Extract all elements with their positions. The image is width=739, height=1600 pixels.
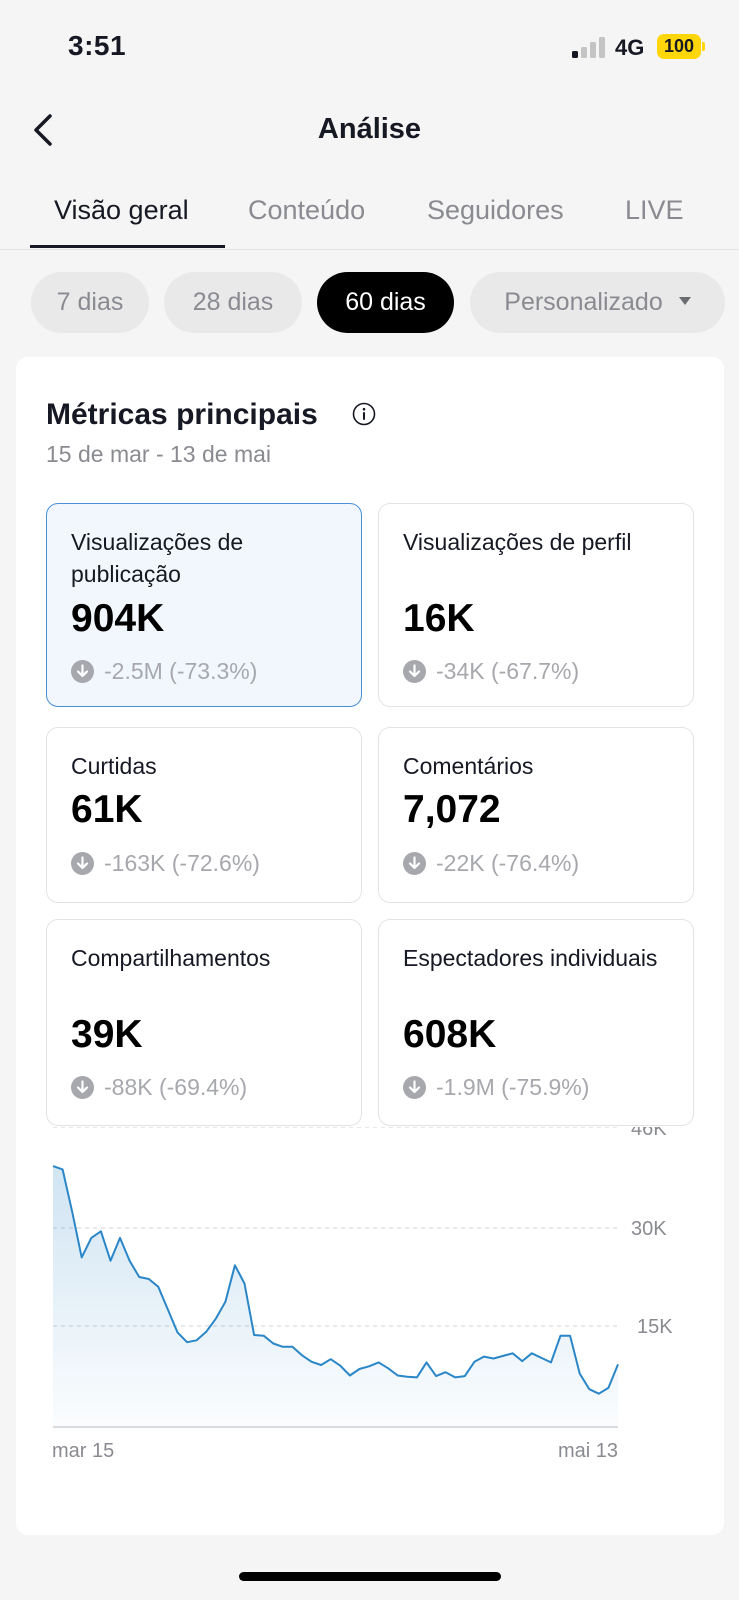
metric-label: Compartilhamentos xyxy=(71,945,271,971)
metric-change: -22K (-76.4%) xyxy=(403,850,579,877)
x-tick-label-end: mai 13 xyxy=(558,1440,618,1462)
back-icon[interactable] xyxy=(30,112,60,148)
tab-conteudo[interactable]: Conteúdo xyxy=(248,195,366,225)
metric-change: -34K (-67.7%) xyxy=(403,658,579,685)
metric-value: 608K xyxy=(403,1013,497,1056)
metric-card-unique-viewers[interactable]: Espectadores individuais 608K -1.9M (-75… xyxy=(378,919,694,1126)
arrow-down-icon xyxy=(403,852,426,875)
metric-value: 16K xyxy=(403,597,475,640)
metric-value: 904K xyxy=(71,597,165,640)
metric-label: Visualizações de publicação xyxy=(71,529,244,587)
metric-change: -2.5M (-73.3%) xyxy=(71,658,257,685)
metric-change-text: -163K (-72.6%) xyxy=(104,850,260,876)
card-title: Métricas principais xyxy=(46,398,318,431)
series-line xyxy=(52,1165,619,1395)
metric-change: -163K (-72.6%) xyxy=(71,850,260,877)
status-bar: 3:51 4G 100 xyxy=(0,0,739,90)
metric-card-likes[interactable]: Curtidas 61K -163K (-72.6%) xyxy=(46,727,362,903)
x-tick-label-start: mar 15 xyxy=(52,1440,114,1462)
key-metrics-card: Métricas principais 15 de mar - 13 de ma… xyxy=(16,357,724,1535)
arrow-down-icon xyxy=(71,1076,94,1099)
metric-change-text: -22K (-76.4%) xyxy=(436,850,580,876)
period-label: 7 dias xyxy=(56,288,124,316)
period-7-days-button[interactable]: 7 dias xyxy=(31,272,149,333)
arrow-down-icon xyxy=(71,660,94,683)
period-28-days-button[interactable]: 28 dias xyxy=(164,272,302,333)
page-title: Análise xyxy=(317,113,422,145)
period-custom-dropdown[interactable]: Personalizado xyxy=(470,272,725,333)
battery-icon: 100 xyxy=(657,34,701,59)
metric-card-comments[interactable]: Comentários 7,072 -22K (-76.4%) xyxy=(378,727,694,903)
metric-value: 39K xyxy=(71,1013,143,1056)
network-type: 4G xyxy=(615,35,645,60)
metric-card-profile-views[interactable]: Visualizações de perfil 16K -34K (-67.7%… xyxy=(378,503,694,707)
active-tab-indicator xyxy=(30,245,225,248)
period-label: 60 dias xyxy=(345,288,426,316)
metric-change-text: -2.5M (-73.3%) xyxy=(104,658,258,684)
status-time: 3:51 xyxy=(68,30,127,61)
metric-change-text: -1.9M (-75.9%) xyxy=(436,1074,590,1100)
arrow-down-icon xyxy=(403,1076,426,1099)
metric-value: 61K xyxy=(71,788,143,831)
metric-label: Visualizações de perfil xyxy=(403,529,632,555)
metric-change-text: -88K (-69.4%) xyxy=(104,1074,248,1100)
y-tick-label: 15K xyxy=(637,1316,673,1338)
period-label: 28 dias xyxy=(192,288,274,316)
arrow-down-icon xyxy=(403,660,426,683)
y-tick-label: 46K xyxy=(631,1127,667,1140)
caret-down-icon xyxy=(678,297,691,306)
period-60-days-button[interactable]: 60 dias xyxy=(317,272,454,333)
arrow-down-icon xyxy=(71,852,94,875)
metric-change-text: -34K (-67.7%) xyxy=(436,658,580,684)
tab-live[interactable]: LIVE xyxy=(625,195,684,225)
tab-seguidores[interactable]: Seguidores xyxy=(427,195,564,225)
metric-card-shares[interactable]: Compartilhamentos 39K -88K (-69.4%) xyxy=(46,919,362,1126)
metric-label: Comentários xyxy=(403,753,534,779)
series-area xyxy=(53,1166,618,1427)
metric-label: Espectadores individuais xyxy=(403,945,658,971)
metric-card-post-views[interactable]: Visualizações de publicação 904K -2.5M (… xyxy=(46,503,362,707)
metric-change: -88K (-69.4%) xyxy=(71,1074,247,1101)
tab-bar: Visão geral Conteúdo Seguidores LIVE xyxy=(0,190,739,250)
info-icon[interactable] xyxy=(352,402,376,426)
metric-value: 7,072 xyxy=(403,788,501,831)
post-views-chart: 46K 30K 15K mar 15 mai 13 xyxy=(52,1127,673,1462)
metric-label: Curtidas xyxy=(71,753,157,779)
battery-tip xyxy=(702,42,705,51)
date-range: 15 de mar - 13 de mai xyxy=(46,441,272,467)
tab-visao-geral[interactable]: Visão geral xyxy=(54,195,189,225)
home-indicator[interactable] xyxy=(239,1572,501,1581)
period-label: Personalizado xyxy=(504,288,663,316)
y-tick-label: 30K xyxy=(631,1218,667,1240)
signal-strength-icon xyxy=(572,36,606,58)
metric-change: -1.9M (-75.9%) xyxy=(403,1074,589,1101)
